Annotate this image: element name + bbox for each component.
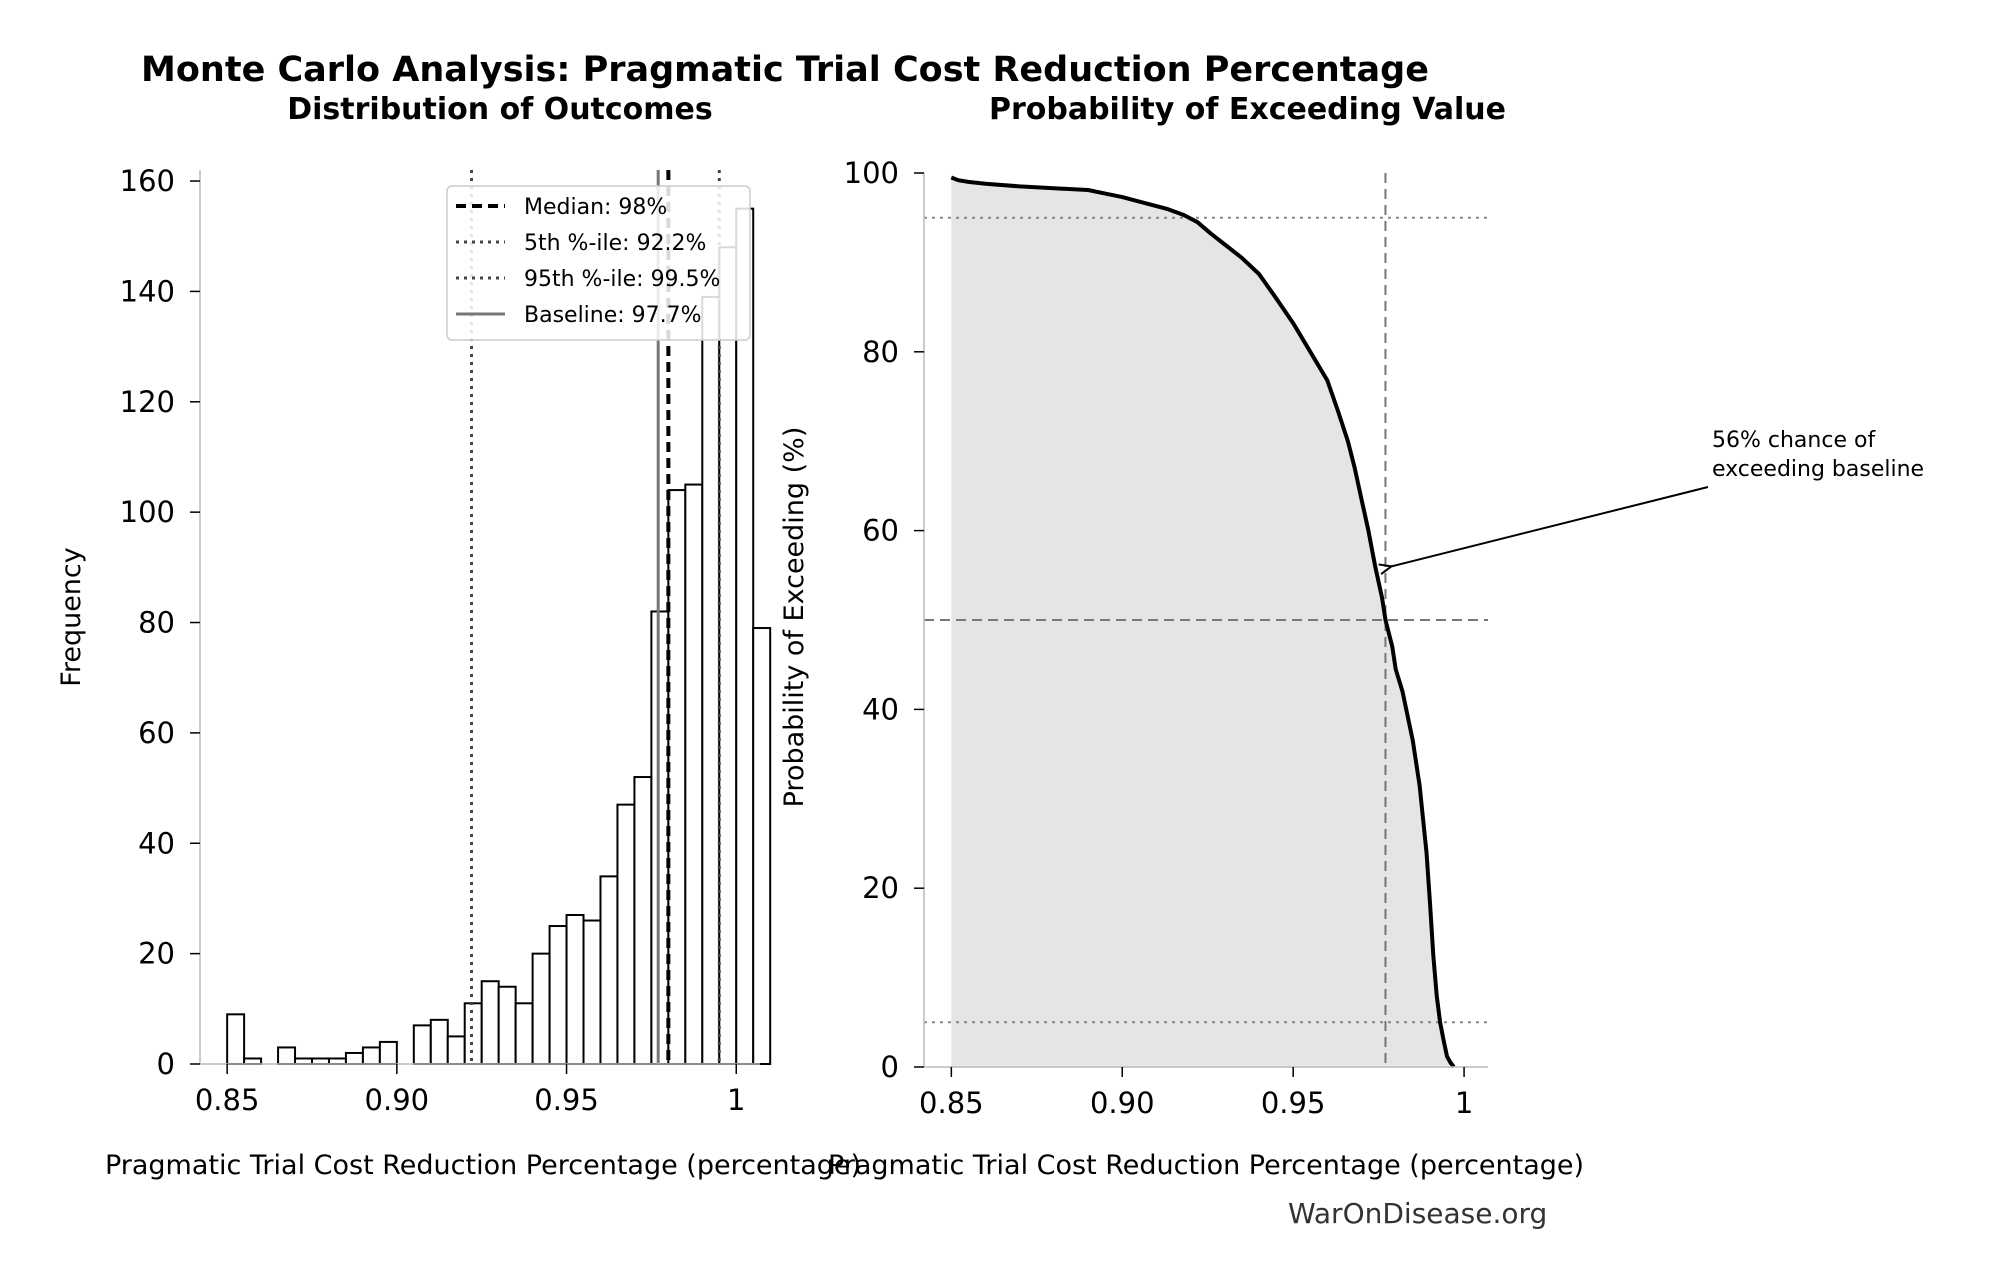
exceedance-x-tick-label: 0.95: [1261, 1086, 1326, 1120]
histogram-bar: [446, 1035, 466, 1065]
histogram-bar: [650, 610, 670, 1066]
histogram-x-axis-label: Pragmatic Trial Cost Reduction Percentag…: [105, 1150, 861, 1181]
histogram-y-tick-label: 100: [120, 495, 175, 529]
histogram-y-axis-label: Frequency: [56, 547, 87, 687]
exceedance-annotation: 56% chance of exceeding baseline: [1391, 428, 1924, 566]
histogram-bar: [361, 1046, 381, 1066]
histogram-y-tick-label: 140: [120, 274, 175, 308]
annotation-line-1: 56% chance of: [1712, 428, 1876, 453]
histogram-x-tick-label: 0.85: [195, 1083, 260, 1117]
histogram-y-tick-label: 160: [120, 164, 175, 198]
histogram-bar: [344, 1051, 364, 1066]
exceedance-y-tick-label: 100: [844, 156, 899, 190]
exceedance-x-tick-label: 0.85: [919, 1086, 984, 1120]
exceedance-y-tick-label: 0: [881, 1050, 899, 1084]
histogram-panel: 0.85 0.90 0.95 1 0 20 40 60 80 100 120 140 160 Pragm…: [56, 164, 861, 1181]
histogram-bar: [480, 980, 500, 1066]
histogram-bar: [684, 483, 704, 1065]
histogram-bar: [718, 246, 738, 1065]
exceedance-panel: 0.85 0.90 0.95 1 0 20 40 60 80 100 Pragmatic Tria…: [779, 156, 1924, 1181]
histogram-y-tick-label: 0: [157, 1047, 175, 1081]
histogram-axes: 0.85 0.90 0.95 1 0 20 40 60 80 100 120 140 160: [120, 164, 760, 1117]
histogram-bar: [497, 985, 517, 1065]
histogram-bar: [463, 1002, 483, 1066]
histogram-title: Distribution of Outcomes: [287, 92, 713, 127]
histogram-bar: [565, 914, 585, 1065]
histogram-bar: [327, 1057, 347, 1065]
exceedance-y-tick-label: 40: [862, 692, 899, 726]
histogram-y-tick-label: 20: [138, 937, 175, 971]
histogram-bar: [243, 1057, 263, 1065]
histogram-bar: [752, 627, 772, 1065]
histogram-bar: [701, 295, 721, 1066]
histogram-bar: [378, 1040, 398, 1065]
histogram-bar: [548, 925, 568, 1066]
legend-label: 95th %-ile: 99.5%: [524, 267, 720, 292]
exceedance-y-axis-label: Probability of Exceeding (%): [779, 427, 810, 808]
exceedance-x-tick-label: 0.90: [1090, 1086, 1155, 1120]
figure-title: Monte Carlo Analysis: Pragmatic Trial Co…: [141, 50, 1429, 90]
histogram-y-tick-label: 120: [120, 385, 175, 419]
histogram-bar: [667, 489, 687, 1065]
histogram-bar: [277, 1046, 297, 1066]
exceedance-x-tick-label: 1: [1455, 1086, 1473, 1120]
histogram-bar: [582, 919, 602, 1065]
histogram-bar: [294, 1057, 313, 1065]
histogram-bar: [311, 1057, 330, 1065]
histogram-bar: [531, 952, 551, 1066]
exceedance-curve-line: [950, 175, 1456, 1069]
histogram-bar: [633, 776, 653, 1065]
histogram-y-tick-label: 40: [138, 826, 175, 860]
annotation-line-2: exceeding baseline: [1712, 457, 1924, 482]
histogram-bar: [226, 1013, 246, 1065]
annotation-arrow: [1391, 486, 1709, 566]
histogram-y-tick-label: 60: [138, 716, 175, 750]
histogram-bars: [226, 207, 772, 1066]
histogram-bar: [616, 803, 636, 1065]
histogram-y-tick-label: 80: [138, 606, 175, 640]
legend-frame: [446, 185, 751, 341]
histogram-bar: [599, 875, 619, 1065]
histogram-legend: Median: 98% 5th %-ile: 92.2% 95th %-ile: 9…: [446, 185, 751, 341]
histogram-x-tick-label: 0.95: [534, 1083, 599, 1117]
exceedance-y-tick-label: 20: [862, 871, 899, 905]
exceedance-reference-lines: [924, 173, 1488, 1067]
histogram-x-tick-label: 0.90: [365, 1083, 430, 1117]
legend-label: 5th %-ile: 92.2%: [524, 231, 706, 256]
exceedance-y-tick-label: 80: [862, 335, 899, 369]
exceedance-title: Probability of Exceeding Value: [988, 92, 1507, 127]
exceedance-x-axis-label: Pragmatic Trial Cost Reduction Percentag…: [828, 1150, 1584, 1181]
histogram-bar: [429, 1018, 449, 1066]
exceedance-fill-area: [951, 177, 1454, 1067]
histogram-bar: [412, 1024, 432, 1065]
watermark-text: WarOnDisease.org: [1288, 1197, 1548, 1230]
histogram-bar: [514, 1002, 534, 1066]
exceedance-y-tick-label: 60: [862, 514, 899, 548]
histogram-x-tick-label: 1: [727, 1083, 745, 1117]
legend-label: Baseline: 97.7%: [524, 303, 702, 328]
exceedance-axes: 0.85 0.90 0.95 1 0 20 40 60 80 100: [844, 156, 1488, 1120]
legend-label: Median: 98%: [524, 195, 667, 220]
